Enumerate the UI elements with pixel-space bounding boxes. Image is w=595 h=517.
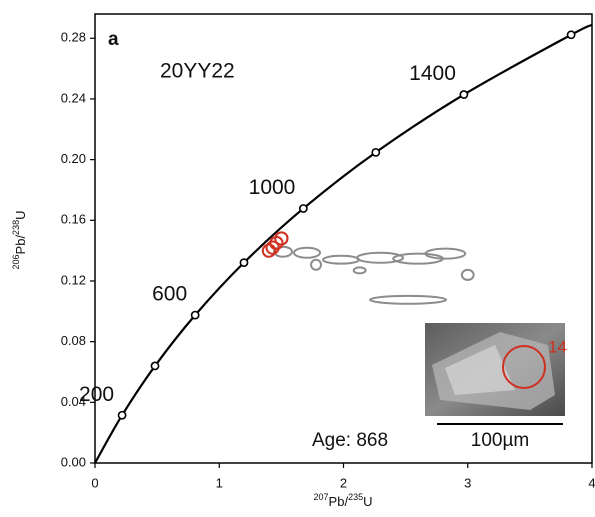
y-tick-label: 0.04 [61, 394, 86, 409]
error-ellipse [310, 258, 323, 271]
x-label-text: U [363, 494, 372, 509]
spot-label: 14 [548, 337, 567, 356]
scale-bar-label: 100µm [471, 430, 529, 451]
error-ellipse [460, 268, 475, 281]
y-label-sup: 206 [11, 254, 21, 269]
y-tick-label: 0.20 [61, 151, 86, 166]
age-label: 600 [152, 283, 187, 306]
x-tick-label: 3 [464, 475, 471, 490]
x-tick-label: 2 [340, 475, 347, 490]
zircon-core [445, 345, 515, 395]
x-tick-label: 1 [216, 475, 223, 490]
error-ellipse [292, 246, 322, 259]
error-ellipse [356, 251, 405, 264]
x-label-sup: 235 [348, 492, 363, 502]
y-tick-label: 0.16 [61, 212, 86, 227]
sem-inset: 14 [425, 323, 567, 416]
age-text: Age: 868 [312, 430, 388, 451]
y-label-text: U [13, 211, 28, 220]
panel-label: a [108, 29, 119, 50]
age-marker [190, 310, 200, 320]
age-marker [117, 410, 127, 420]
age-label: 1000 [249, 176, 296, 199]
error-ellipse [424, 247, 467, 260]
sample-label: 20YY22 [160, 60, 235, 83]
age-marker [566, 30, 576, 40]
age-marker [298, 204, 308, 213]
x-label-sup: 207 [314, 492, 329, 502]
error-ellipse [269, 235, 284, 251]
concordia-curve [94, 23, 593, 464]
x-tick-label: 4 [588, 475, 595, 490]
x-axis-label: 207Pb/235U [314, 492, 373, 509]
age-marker [239, 258, 249, 268]
y-label-sup: 238 [11, 220, 21, 235]
y-tick-label: 0.28 [61, 30, 86, 45]
age-marker [371, 147, 381, 157]
age-label: 1400 [409, 62, 456, 85]
y-tick-label: 0.08 [61, 333, 86, 348]
x-tick-label: 0 [91, 475, 98, 490]
age-marker [459, 90, 469, 99]
error-ellipse [352, 266, 367, 275]
y-label-text: Pb/ [13, 235, 28, 255]
analysis-spot [502, 345, 546, 389]
age-marker [150, 361, 160, 371]
error-ellipse [261, 243, 277, 258]
error-ellipse [274, 231, 289, 246]
y-axis-label: 206Pb/238U [11, 211, 28, 270]
age-label: 200 [79, 383, 114, 406]
x-label-text: Pb/ [329, 494, 349, 509]
y-tick-label: 0.24 [61, 90, 86, 105]
error-ellipse [321, 254, 361, 265]
y-tick-label: 0.00 [61, 454, 86, 469]
y-tick-label: 0.12 [61, 272, 86, 287]
error-ellipse [369, 294, 448, 305]
